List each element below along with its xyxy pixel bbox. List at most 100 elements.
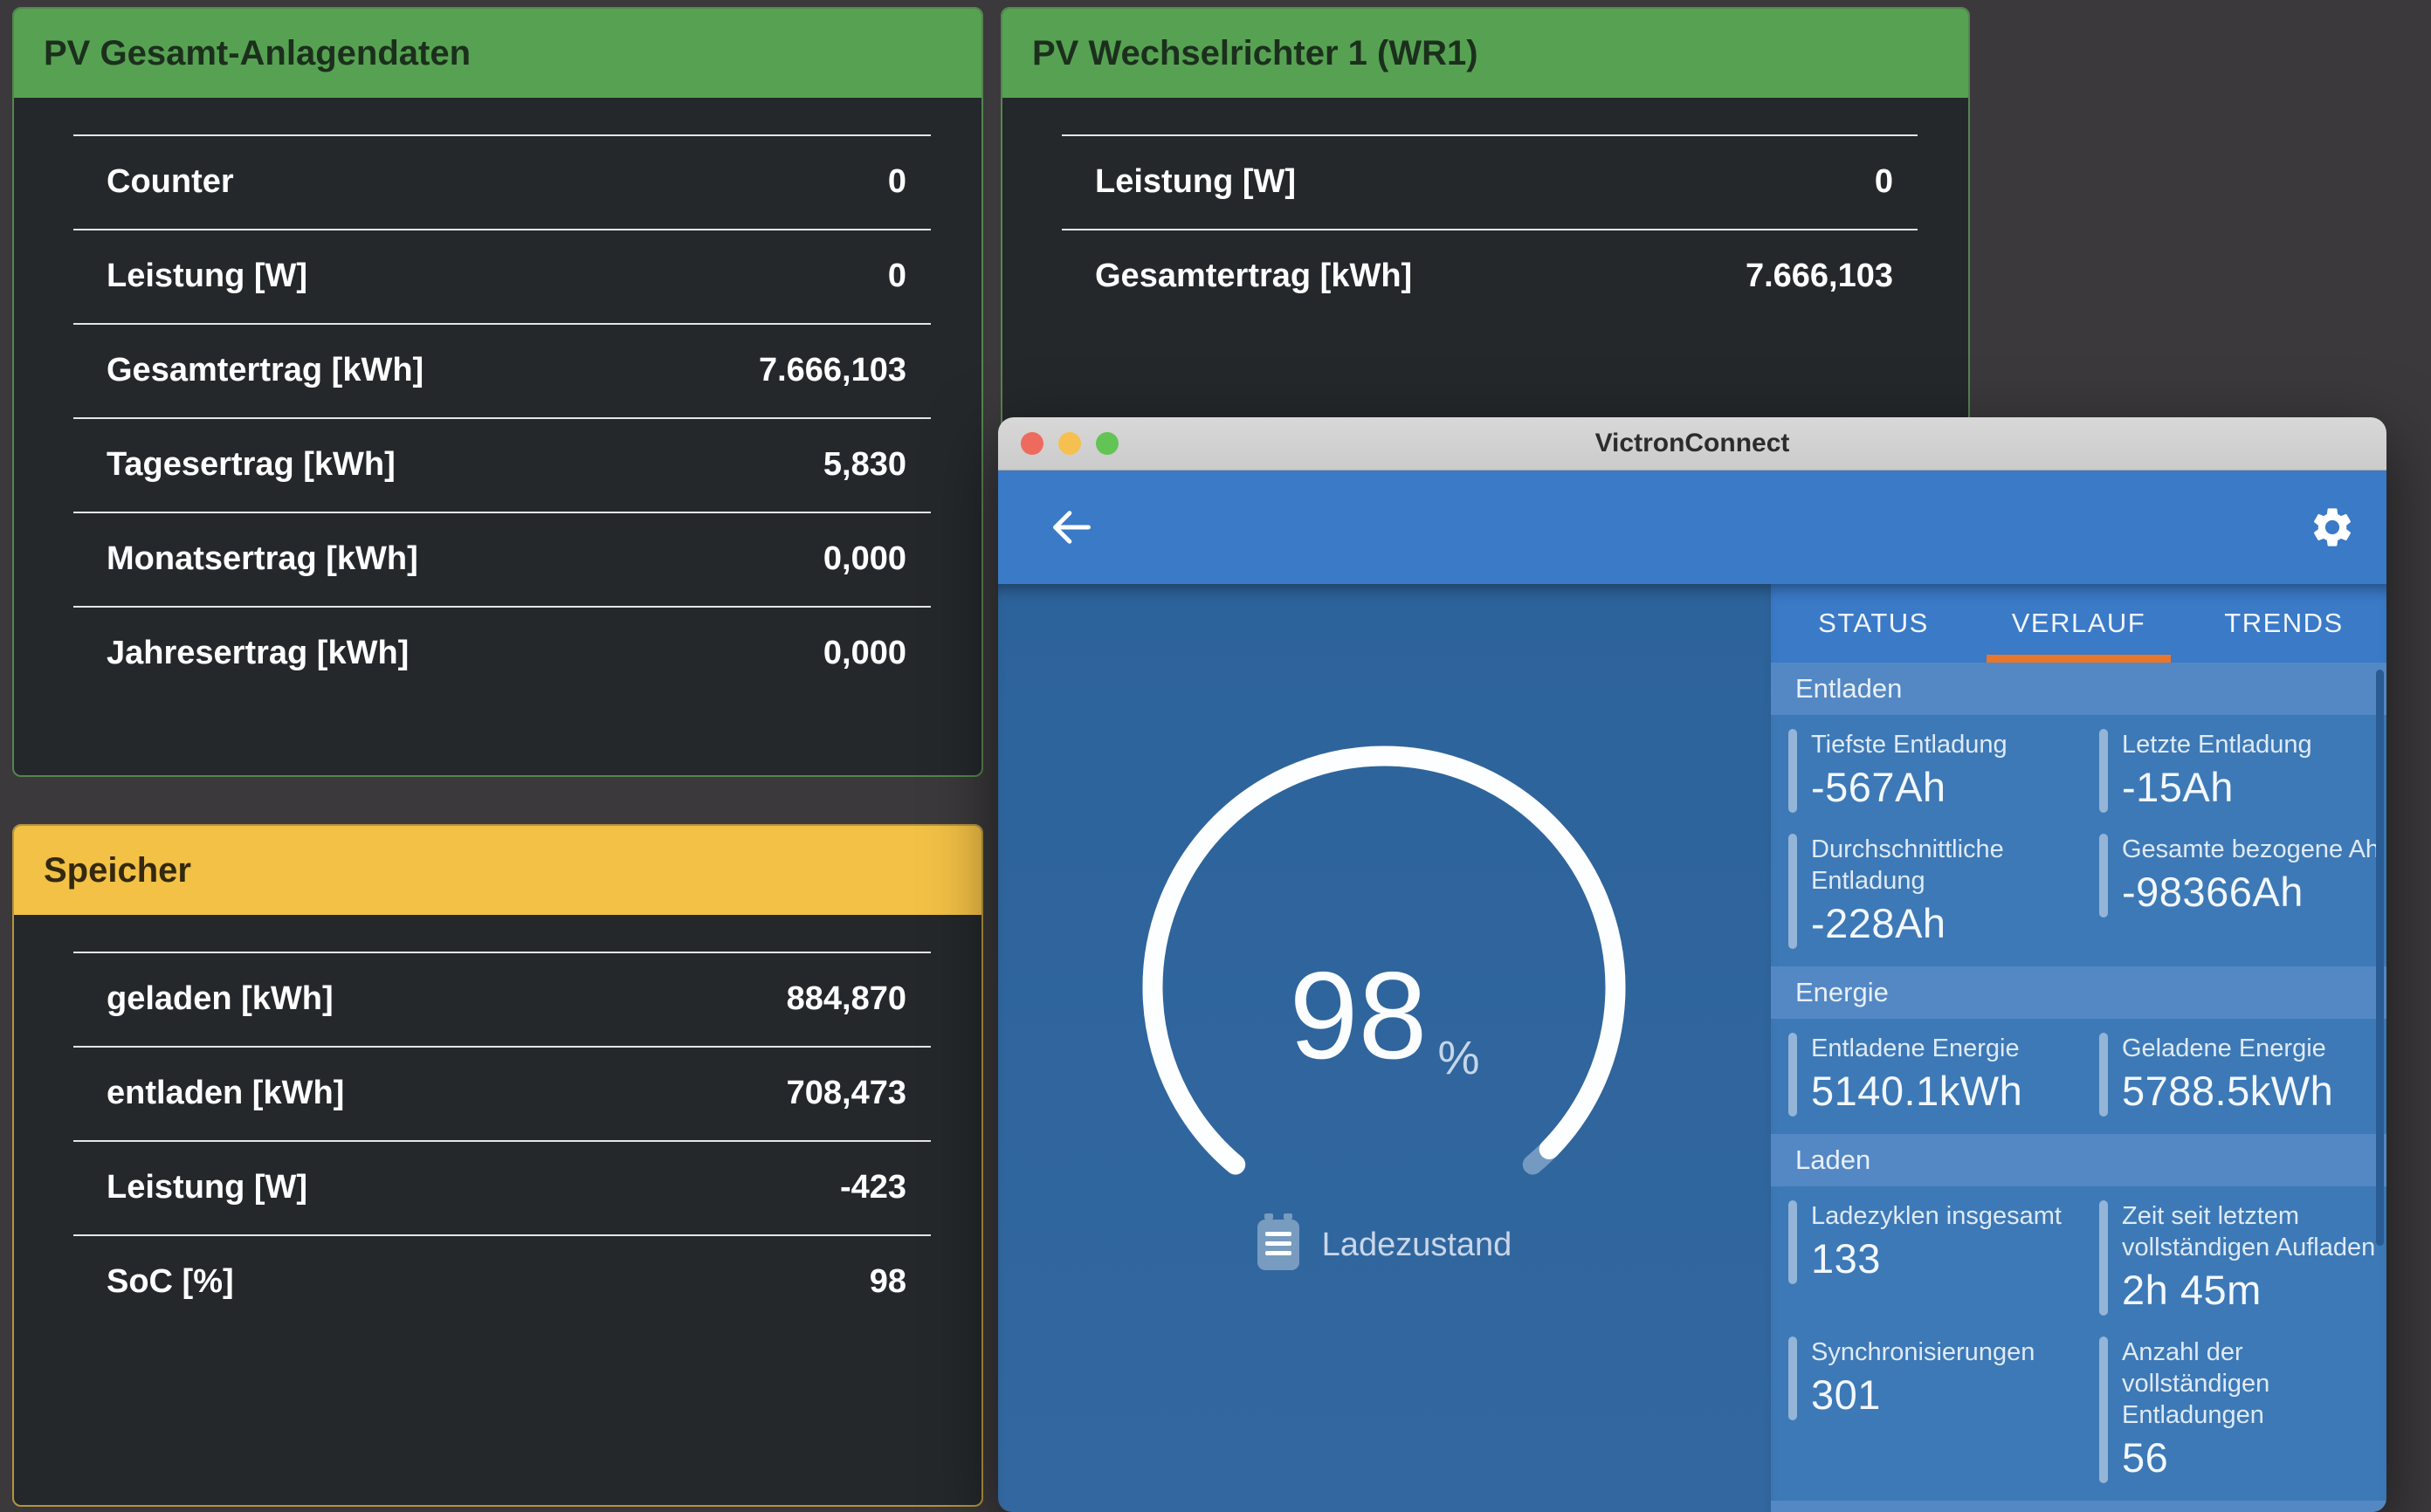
row-value: 7.666,103 bbox=[758, 351, 906, 388]
row-label: Leistung [W] bbox=[107, 257, 308, 294]
soc-value: 98% bbox=[998, 951, 1771, 1120]
soc-unit: % bbox=[1437, 1032, 1480, 1084]
stat-accent-bar bbox=[2099, 1033, 2108, 1117]
stat-accent-bar bbox=[2099, 1337, 2108, 1483]
stat-accent-bar bbox=[1788, 1337, 1797, 1420]
row-value: 708,473 bbox=[786, 1074, 906, 1111]
row-label: Counter bbox=[107, 162, 234, 200]
row-label: Leistung [W] bbox=[1095, 162, 1297, 200]
stat-item: Tiefste Entladung -567Ah bbox=[1788, 729, 2099, 813]
stat-accent-bar bbox=[1788, 834, 1797, 949]
row-label: Leistung [W] bbox=[107, 1168, 308, 1206]
stat-accent-bar bbox=[2099, 834, 2108, 918]
row-value: 5,830 bbox=[823, 445, 906, 483]
row-value: 884,870 bbox=[786, 979, 906, 1017]
panel-body: Leistung [W] 0 Gesamtertrag [kWh] 7.666,… bbox=[1002, 98, 1968, 323]
row-value: 0,000 bbox=[823, 634, 906, 671]
stat-item: Gesamte bezogene Ah -98366Ah bbox=[2099, 834, 2386, 918]
row-value: 0,000 bbox=[823, 540, 906, 577]
history-pane: STATUS VERLAUF TRENDS Entladen bbox=[1771, 584, 2386, 1512]
panel-title: Speicher bbox=[44, 850, 191, 890]
section-header-energie: Energie bbox=[1771, 966, 2386, 1019]
section-header-laden: Laden bbox=[1771, 1134, 2386, 1186]
table-row: Leistung [W] -423 bbox=[14, 1140, 981, 1234]
table-row: SoC [%] 98 bbox=[14, 1234, 981, 1329]
table-row: geladen [kWh] 884,870 bbox=[14, 952, 981, 1046]
soc-caption-text: Ladezustand bbox=[1321, 1226, 1512, 1263]
row-value: 0 bbox=[887, 257, 906, 294]
table-row: Leistung [W] 0 bbox=[14, 229, 981, 323]
stat-accent-bar bbox=[2099, 1200, 2108, 1316]
settings-button[interactable] bbox=[2304, 499, 2360, 555]
gear-icon bbox=[2313, 508, 2352, 546]
panel-pv-gesamt: PV Gesamt-Anlagendaten Counter 0 Leistun… bbox=[12, 7, 983, 777]
row-label: Jahresertrag [kWh] bbox=[107, 634, 410, 671]
stat-item: Anzahl der vollständigen Entladungen 56 bbox=[2099, 1337, 2386, 1483]
stat-item: Letzte Entladung -15Ah bbox=[2099, 729, 2386, 813]
tab-status[interactable]: STATUS bbox=[1818, 608, 1929, 638]
stat-accent-bar bbox=[1788, 729, 1797, 813]
row-label: Tagesertrag [kWh] bbox=[107, 445, 396, 483]
window-content: 98% Ladezustand STATUS VERLAUF bbox=[998, 584, 2386, 1512]
section-content-laden: Ladezyklen insgesamt 133 Zeit seit letzt… bbox=[1771, 1186, 2386, 1501]
tab-bar: STATUS VERLAUF TRENDS bbox=[1771, 584, 2386, 663]
stat-item: Durchschnittliche Entladung -228Ah bbox=[1788, 834, 2099, 949]
minimize-icon[interactable] bbox=[1058, 432, 1081, 455]
tab-trends[interactable]: TRENDS bbox=[2224, 608, 2344, 638]
soc-number: 98 bbox=[1289, 946, 1428, 1085]
row-label: SoC [%] bbox=[107, 1262, 234, 1300]
window-title: VictronConnect bbox=[1594, 429, 1790, 457]
history-sections: Entladen Tiefste Entladung -567Ah bbox=[1771, 663, 2386, 1512]
section-content-energie: Entladene Energie 5140.1kWh Geladene Ene… bbox=[1771, 1019, 2386, 1134]
stat-item: Entladene Energie 5140.1kWh bbox=[1788, 1033, 2099, 1117]
panel-speicher: Speicher geladen [kWh] 884,870 entladen … bbox=[12, 824, 983, 1507]
scrollbar-thumb[interactable] bbox=[2376, 670, 2384, 1246]
table-row: Counter 0 bbox=[14, 134, 981, 229]
stat-accent-bar bbox=[2099, 729, 2108, 813]
table-row: Gesamtertrag [kWh] 7.666,103 bbox=[14, 323, 981, 417]
table-row: Leistung [W] 0 bbox=[1002, 134, 1968, 229]
panel-body: Counter 0 Leistung [W] 0 Gesamtertrag [k… bbox=[14, 98, 981, 700]
table-row: Gesamtertrag [kWh] 7.666,103 bbox=[1002, 229, 1968, 323]
panel-header: PV Wechselrichter 1 (WR1) bbox=[1002, 9, 1968, 98]
row-label: entladen [kWh] bbox=[107, 1074, 345, 1111]
arrow-left-icon bbox=[1053, 511, 1091, 544]
window-titlebar[interactable]: VictronConnect bbox=[998, 417, 2386, 471]
row-label: Gesamtertrag [kWh] bbox=[107, 351, 424, 388]
stat-item: Geladene Energie 5788.5kWh bbox=[2099, 1033, 2386, 1117]
battery-monitor-icon bbox=[1257, 1213, 1299, 1270]
row-label: Monatsertrag [kWh] bbox=[107, 540, 418, 577]
section-content-entladen: Tiefste Entladung -567Ah Letzte Entladun… bbox=[1771, 715, 2386, 966]
state-of-charge-pane: 98% Ladezustand bbox=[998, 584, 1771, 1512]
app-header-bar bbox=[998, 471, 2386, 584]
maximize-icon[interactable] bbox=[1096, 432, 1119, 455]
table-row: entladen [kWh] 708,473 bbox=[14, 1046, 981, 1140]
panel-header: Speicher bbox=[14, 826, 981, 915]
table-row: Tagesertrag [kWh] 5,830 bbox=[14, 417, 981, 512]
close-icon[interactable] bbox=[1021, 432, 1043, 455]
tab-verlauf[interactable]: VERLAUF bbox=[1976, 584, 2181, 663]
stat-item: Ladezyklen insgesamt 133 bbox=[1788, 1200, 2099, 1284]
row-value: 0 bbox=[887, 162, 906, 200]
section-header-batteriespannung: Batteriespannung bbox=[1771, 1501, 2386, 1512]
table-row: Jahresertrag [kWh] 0,000 bbox=[14, 606, 981, 700]
table-row: Monatsertrag [kWh] 0,000 bbox=[14, 512, 981, 606]
soc-caption: Ladezustand bbox=[998, 1213, 1771, 1272]
row-value: 0 bbox=[1874, 162, 1893, 200]
stat-accent-bar bbox=[1788, 1033, 1797, 1117]
section-header-entladen: Entladen bbox=[1771, 663, 2386, 715]
stat-item: Synchronisierungen 301 bbox=[1788, 1337, 2099, 1420]
row-label: geladen [kWh] bbox=[107, 979, 334, 1017]
back-button[interactable] bbox=[1043, 499, 1099, 555]
panel-header: PV Gesamt-Anlagendaten bbox=[14, 9, 981, 98]
soc-gauge bbox=[1142, 746, 1626, 1175]
panel-title: PV Gesamt-Anlagendaten bbox=[44, 33, 472, 72]
window-controls bbox=[1021, 417, 1119, 470]
row-value: -423 bbox=[839, 1168, 906, 1206]
victronconnect-window: VictronConnect 98% bbox=[998, 417, 2386, 1512]
panel-body: geladen [kWh] 884,870 entladen [kWh] 708… bbox=[14, 915, 981, 1329]
stat-accent-bar bbox=[1788, 1200, 1797, 1284]
panel-title: PV Wechselrichter 1 (WR1) bbox=[1032, 33, 1478, 72]
stat-item: Zeit seit letztem vollständigen Aufladen… bbox=[2099, 1200, 2386, 1316]
row-label: Gesamtertrag [kWh] bbox=[1095, 257, 1413, 294]
